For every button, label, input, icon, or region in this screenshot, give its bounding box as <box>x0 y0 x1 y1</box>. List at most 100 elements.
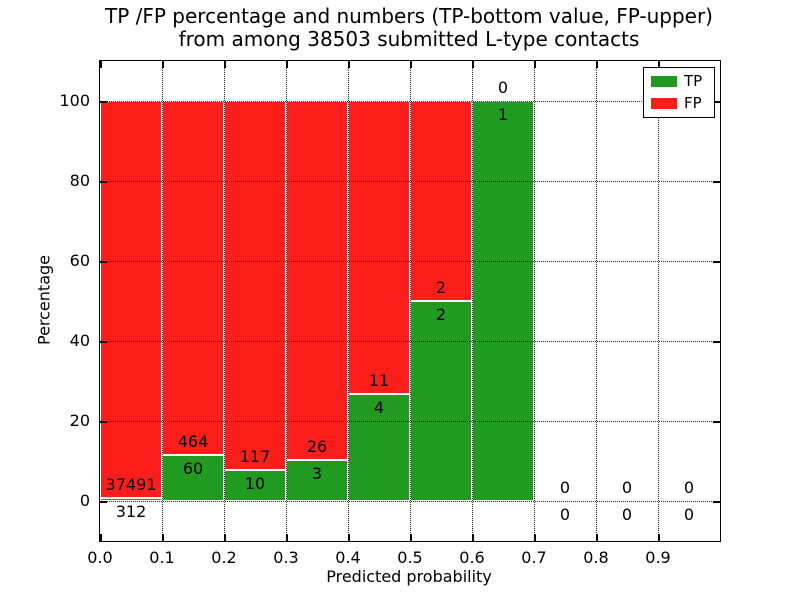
x-tick-label: 0.7 <box>521 548 547 567</box>
x-tick-top <box>410 61 412 68</box>
x-tick-label: 0.4 <box>335 548 361 567</box>
y-tick-label: 0 <box>79 491 90 510</box>
x-tick-bottom <box>658 534 660 541</box>
y-tick-left <box>100 341 107 343</box>
bar-fp-segment <box>100 101 162 498</box>
x-tick-bottom <box>472 534 474 541</box>
y-tick-right <box>713 261 720 263</box>
annotation-fp-count: 464 <box>177 432 209 452</box>
bar-tp-segment <box>472 101 534 501</box>
y-tick-right <box>713 421 720 423</box>
x-tick-bottom <box>224 534 226 541</box>
x-tick-label: 0.3 <box>273 548 299 567</box>
annotation-tp-count: 60 <box>182 459 204 479</box>
fp-color-swatch <box>651 98 677 109</box>
annotation-tp-count: 10 <box>244 473 266 493</box>
bar-fp-segment <box>348 101 410 395</box>
y-tick-left <box>100 261 107 263</box>
bar-fp-segment <box>162 101 224 456</box>
bar-tp-segment <box>162 455 224 501</box>
annotation-tp-count: 0 <box>621 505 633 524</box>
y-tick-left <box>100 501 107 503</box>
chart-title-line2: from among 38503 submitted L-type contac… <box>178 27 640 51</box>
annotation-fp-count: 117 <box>239 446 271 466</box>
y-tick-left <box>100 421 107 423</box>
x-tick-top <box>286 61 288 68</box>
x-gridline <box>658 61 659 541</box>
x-tick-bottom <box>286 534 288 541</box>
x-gridline <box>410 61 411 541</box>
legend-label-fp: FP <box>684 94 702 112</box>
x-tick-top <box>534 61 536 68</box>
legend: TP FP <box>643 67 715 118</box>
plot-axes: 0.0 0.1 0.2 0.3 0.4 0.5 0.6 0.7 0.8 0.9 0 20 40 60 80 1… <box>59 60 721 567</box>
x-tick-top <box>348 61 350 68</box>
legend-label-tp: TP <box>684 72 703 90</box>
y-tick-right <box>713 101 720 103</box>
y-tick-label: 20 <box>69 411 90 430</box>
annotation-fp-count: 2 <box>435 278 447 297</box>
x-tick-bottom <box>348 534 350 541</box>
annotation-fp-count: 37491 <box>105 474 157 494</box>
bar-tp-segment <box>410 301 472 501</box>
x-tick-label: 0.9 <box>645 548 671 567</box>
y-axis-label: Percentage <box>34 254 54 346</box>
x-gridline <box>286 61 287 541</box>
x-gridline <box>534 61 535 541</box>
annotation-fp-count: 0 <box>559 478 571 497</box>
bar-fp-segment <box>224 101 286 470</box>
tp-color-swatch <box>651 76 677 87</box>
bar-tp-segment <box>348 394 410 501</box>
x-tick-label: 0.1 <box>149 548 175 567</box>
x-tick-top <box>162 61 164 68</box>
x-tick-label: 0.6 <box>459 548 485 567</box>
x-tick-top <box>658 61 660 68</box>
y-tick-left <box>100 101 107 103</box>
x-gridline <box>472 61 473 541</box>
x-tick-bottom <box>410 534 412 541</box>
x-gridline <box>224 61 225 541</box>
annotation-fp-count: 11 <box>368 371 390 391</box>
legend-item-tp: TP <box>651 74 709 89</box>
x-tick-bottom <box>162 534 164 541</box>
annotation-tp-count: 0 <box>559 505 571 524</box>
bar-tp-segment <box>286 459 348 501</box>
annotation-fp-count: 26 <box>306 436 328 456</box>
annotation-tp-count: 312 <box>115 501 147 521</box>
x-tick-top <box>596 61 598 68</box>
x-axis-label: Predicted probability <box>326 567 492 586</box>
y-tick-label: 40 <box>69 331 90 350</box>
chart-title-line1: TP /FP percentage and numbers (TP-bottom… <box>105 4 713 28</box>
x-tick-bottom <box>534 534 536 541</box>
annotation-tp-count: 2 <box>435 305 447 324</box>
x-gridline <box>348 61 349 541</box>
x-gridline <box>596 61 597 541</box>
x-tick-top <box>472 61 474 68</box>
chart-title: TP /FP percentage and numbers (TP-bottom… <box>99 5 719 51</box>
y-tick-right <box>713 341 720 343</box>
annotation-tp-count: 3 <box>311 463 323 483</box>
y-tick-right <box>713 501 720 503</box>
annotation-fp-count: 0 <box>497 78 509 97</box>
bar-fp-segment <box>286 101 348 460</box>
y-tick-right <box>713 181 720 183</box>
x-tick-bottom <box>596 534 598 541</box>
y-tick-label: 60 <box>69 251 90 270</box>
bar-fp-segment <box>410 101 472 301</box>
x-tick-top <box>224 61 226 68</box>
annotation-tp-count: 4 <box>373 398 385 418</box>
x-tick-label: 0.0 <box>87 548 113 567</box>
legend-item-fp: FP <box>651 96 709 111</box>
x-tick-label: 0.2 <box>211 548 237 567</box>
y-tick-label: 100 <box>59 91 90 110</box>
x-gridline <box>162 61 163 541</box>
bar-tp-segment <box>100 497 162 501</box>
plot-area: 0.0 0.1 0.2 0.3 0.4 0.5 0.6 0.7 0.8 0.9 0 20 40 60 80 1… <box>59 61 720 567</box>
y-tick-label: 80 <box>69 171 90 190</box>
annotation-fp-count: 0 <box>683 478 695 497</box>
x-tick-label: 0.5 <box>397 548 423 567</box>
x-tick-top <box>100 61 102 68</box>
annotation-fp-count: 0 <box>621 478 633 497</box>
x-tick-bottom <box>100 534 102 541</box>
